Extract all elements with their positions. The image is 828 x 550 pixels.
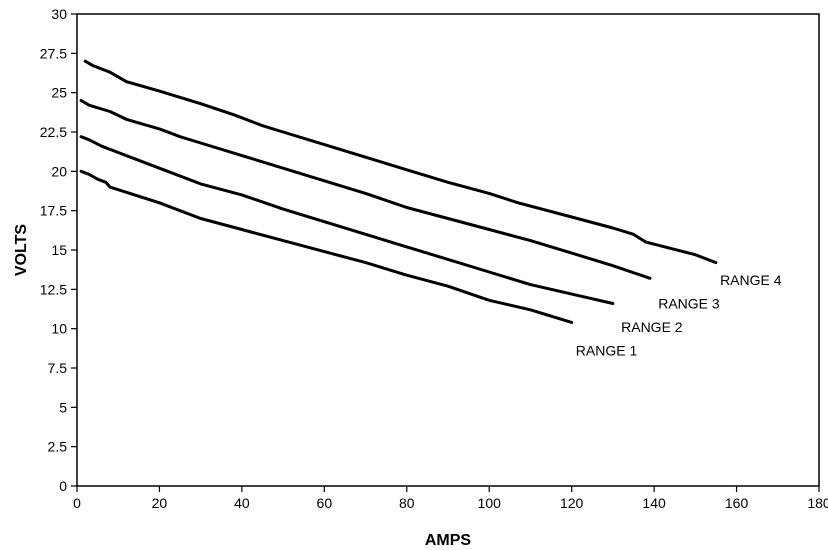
y-tick-label: 17.5	[40, 203, 67, 219]
x-tick-label: 80	[399, 495, 415, 511]
series-line-range-1	[79, 169, 574, 324]
y-tick-label: 10	[51, 321, 67, 337]
x-tick-label: 180	[807, 495, 828, 511]
x-tick-label: 160	[725, 495, 749, 511]
y-tick-label: 22.5	[40, 124, 67, 140]
series-line-range-2	[79, 135, 615, 305]
series-label-range-3: RANGE 3	[658, 295, 720, 311]
plot-area	[76, 13, 820, 487]
y-tick-label: 25	[51, 85, 67, 101]
x-tick-label: 60	[317, 495, 333, 511]
y-tick-label: 0	[59, 478, 67, 494]
y-tick-label: 12.5	[40, 281, 67, 297]
y-axis-tick-labels: 0 2.5 5 7.5 10 12.5 15 17.5 20 22.5 25 27.5 30	[40, 6, 67, 494]
y-axis-title: VOLTS	[13, 224, 30, 276]
y-tick-label: 20	[51, 163, 67, 179]
axis-ticks	[71, 13, 820, 492]
x-tick-label: 0	[73, 495, 81, 511]
x-tick-label: 140	[642, 495, 666, 511]
series-lines	[79, 59, 718, 324]
x-axis-tick-labels: 0 20 40 60 80 100 120 140 160 180	[73, 495, 828, 511]
series-line-range-4	[83, 59, 718, 265]
y-tick-label: 7.5	[48, 360, 68, 376]
y-tick-label: 5	[59, 399, 67, 415]
series-label-range-2: RANGE 2	[621, 319, 683, 335]
y-tick-label: 2.5	[48, 439, 68, 455]
x-tick-label: 100	[478, 495, 502, 511]
x-tick-label: 20	[152, 495, 168, 511]
x-axis-title: AMPS	[425, 532, 472, 549]
x-tick-label: 120	[560, 495, 584, 511]
x-tick-label: 40	[234, 495, 250, 511]
y-tick-label: 15	[51, 242, 67, 258]
y-tick-label: 27.5	[40, 45, 67, 61]
series-line-range-3	[79, 99, 652, 280]
series-label-range-1: RANGE 1	[576, 343, 638, 359]
series-label-range-4: RANGE 4	[720, 272, 782, 288]
y-tick-label: 30	[51, 6, 67, 22]
